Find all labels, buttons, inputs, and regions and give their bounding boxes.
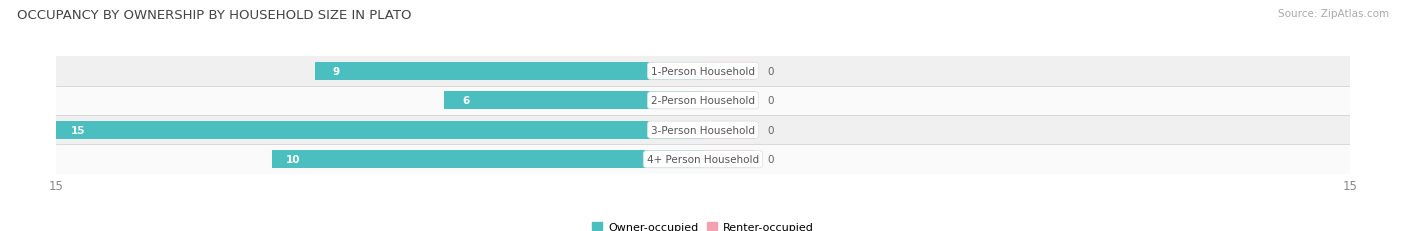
Bar xyxy=(56,57,1350,86)
Text: 3-Person Household: 3-Person Household xyxy=(651,125,755,135)
Text: OCCUPANCY BY OWNERSHIP BY HOUSEHOLD SIZE IN PLATO: OCCUPANCY BY OWNERSHIP BY HOUSEHOLD SIZE… xyxy=(17,9,412,22)
Text: 0: 0 xyxy=(768,155,775,164)
Text: 0: 0 xyxy=(768,125,775,135)
Bar xyxy=(703,62,755,81)
Legend: Owner-occupied, Renter-occupied: Owner-occupied, Renter-occupied xyxy=(588,217,818,231)
Text: 9: 9 xyxy=(333,67,340,76)
Bar xyxy=(703,92,755,110)
Text: 6: 6 xyxy=(463,96,470,106)
Text: 0: 0 xyxy=(768,96,775,106)
Bar xyxy=(56,116,1350,145)
Bar xyxy=(703,150,755,169)
Bar xyxy=(56,121,703,139)
Text: 0: 0 xyxy=(768,67,775,76)
Text: Source: ZipAtlas.com: Source: ZipAtlas.com xyxy=(1278,9,1389,19)
Text: 4+ Person Household: 4+ Person Household xyxy=(647,155,759,164)
Bar xyxy=(271,150,703,169)
Bar xyxy=(703,121,755,139)
Bar xyxy=(56,145,1350,174)
Bar xyxy=(444,92,703,110)
Text: 10: 10 xyxy=(287,155,301,164)
Bar xyxy=(315,62,703,81)
Text: 2-Person Household: 2-Person Household xyxy=(651,96,755,106)
Text: 1-Person Household: 1-Person Household xyxy=(651,67,755,76)
Bar xyxy=(56,86,1350,116)
Text: 15: 15 xyxy=(70,125,84,135)
